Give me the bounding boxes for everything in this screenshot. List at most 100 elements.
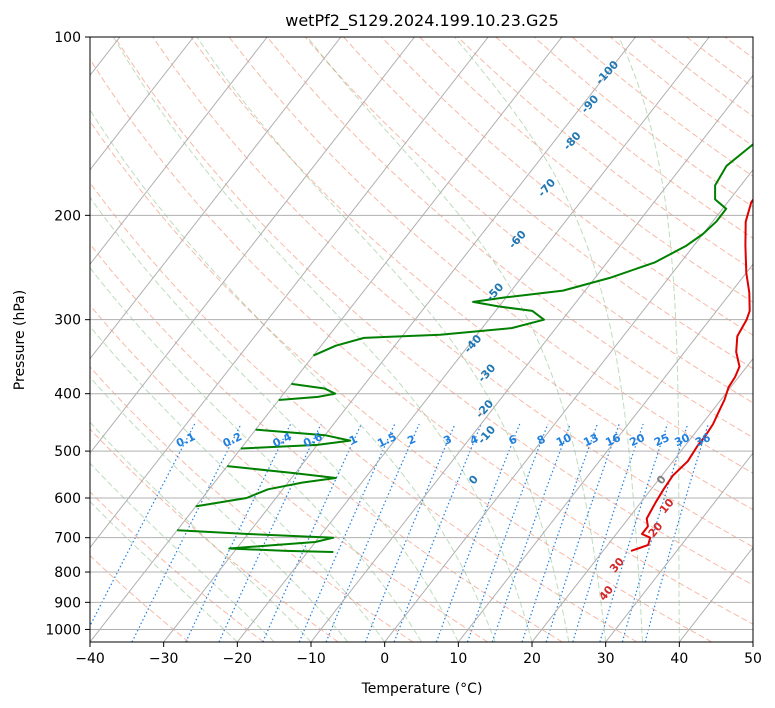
dry-adiabat-label: -60: [506, 228, 529, 252]
mixing-ratio-line: [131, 423, 242, 642]
dry-adiabat-label: -100: [593, 58, 621, 87]
dry-adiabat: [419, 37, 753, 303]
y-tick-label: 200: [54, 208, 81, 224]
x-tick-label: 50: [744, 651, 762, 667]
moist-adiabat: [112, 37, 533, 642]
moist-adiabat: [618, 37, 680, 642]
mixing-ratio-label: 25: [652, 431, 671, 449]
dry-adiabat: [343, 37, 753, 370]
dry-adiabat: [90, 181, 638, 642]
line-labels: -100-90-80-70-60-50-40-30-20-100 01020304…: [174, 58, 713, 603]
y-tick-label: 1000: [45, 622, 81, 638]
x-axis-label: Temperature (°C): [361, 681, 483, 697]
isotherm: [310, 74, 753, 642]
mixing-ratio-line: [621, 423, 689, 642]
mixing-ratio-line: [435, 423, 521, 642]
isotherm: [90, 37, 268, 266]
moist-adiabat: [90, 500, 238, 642]
dry-adiabat: [90, 58, 753, 625]
x-tick-label: −30: [149, 651, 179, 667]
moist-adiabat: [90, 196, 459, 642]
mixing-ratio-line: [393, 423, 482, 642]
x-axis: −40 −30 −20 −10 0 10 20 30 40 50: [75, 642, 762, 667]
mixing-ratio-label: 1.5: [375, 430, 398, 450]
isotherm: [605, 452, 753, 642]
background-lines: [90, 37, 753, 642]
mixing-ratio-label: 2: [405, 433, 417, 448]
dry-adiabat: [533, 37, 753, 208]
x-tick-label: 20: [523, 651, 541, 667]
moist-adiabat: [90, 376, 349, 642]
profile-line-0: [630, 198, 753, 552]
moist-adiabat-label: 10: [657, 496, 677, 516]
mixing-ratio-line: [262, 423, 362, 642]
y-axis: 1000 900 800 700 600 500 400 300 200 100: [45, 30, 90, 638]
y-tick-label: 500: [54, 444, 81, 460]
mixing-ratio-line: [90, 423, 196, 628]
mixing-ratio-label: 0.1: [174, 430, 197, 450]
mixing-ratio-label: 16: [603, 431, 623, 449]
moist-adiabat: [90, 462, 275, 642]
profile-line-1: [312, 143, 753, 357]
x-tick-label: 10: [449, 651, 467, 667]
dry-adiabat: [381, 37, 753, 336]
x-tick-label: 30: [597, 651, 615, 667]
dry-adiabat: [152, 37, 753, 548]
dry-adiabat-label: -20: [473, 397, 496, 421]
dry-adiabat: [90, 120, 712, 642]
y-tick-label: 400: [54, 387, 81, 403]
x-tick-label: −20: [223, 651, 253, 667]
isotherm: [457, 263, 753, 642]
x-tick-label: −10: [296, 651, 326, 667]
isotherm: [163, 37, 636, 642]
isotherm: [90, 37, 194, 171]
isotherm: [752, 641, 753, 642]
dry-adiabat: [304, 37, 753, 404]
dry-adiabat-label: -70: [535, 176, 558, 200]
mixing-ratio-line: [364, 423, 456, 642]
y-tick-label: 100: [54, 30, 81, 46]
isotherm: [531, 357, 753, 642]
mixing-ratio-line: [185, 423, 292, 642]
dry-adiabat: [686, 37, 753, 88]
mixing-ratio-line: [521, 423, 598, 642]
mixing-ratio-line: [298, 423, 396, 642]
dry-adiabat: [90, 491, 264, 642]
profile-line-2: [278, 382, 337, 401]
mixing-ratio-line: [466, 423, 549, 642]
isotherm: [90, 37, 489, 549]
mixing-ratio-label: 3: [441, 433, 453, 448]
plot-frame: [89, 36, 754, 643]
moist-adiabat: [90, 267, 422, 642]
mixing-ratio-label: 20: [628, 431, 648, 449]
dry-adiabat: [114, 37, 753, 586]
dry-adiabat: [90, 428, 339, 642]
dry-adiabat-label: 0: [466, 473, 481, 488]
mixing-ratio-line: [325, 423, 420, 642]
dry-adiabat-label: -30: [475, 361, 498, 385]
isotherm: [384, 168, 753, 642]
dry-adiabat: [90, 243, 563, 642]
dry-adiabat: [90, 366, 414, 642]
sounding-profiles: [177, 143, 753, 553]
mixing-ratio-line: [644, 423, 709, 642]
y-tick-label: 600: [54, 491, 81, 507]
dry-adiabat: [228, 37, 753, 474]
dry-adiabat: [457, 37, 753, 271]
mixing-ratio-label: 1: [347, 433, 359, 448]
dry-adiabat-label: -40: [461, 332, 484, 356]
moist-adiabat-label: 40: [596, 583, 616, 603]
x-tick-label: 0: [380, 651, 389, 667]
isotherm: [90, 37, 415, 454]
mixing-ratio-label: 10: [554, 431, 574, 449]
isotherm: [90, 37, 563, 642]
mixing-ratio-label: 30: [673, 431, 693, 449]
y-tick-label: 800: [54, 565, 81, 581]
y-tick-label: 300: [54, 313, 81, 329]
mixing-ratio-label: 36: [693, 431, 713, 449]
mixing-ratio-line: [218, 423, 322, 642]
mixing-ratio-label: 13: [581, 431, 600, 449]
dry-adiabat-label: -90: [578, 92, 601, 116]
moist-adiabat: [90, 325, 386, 642]
